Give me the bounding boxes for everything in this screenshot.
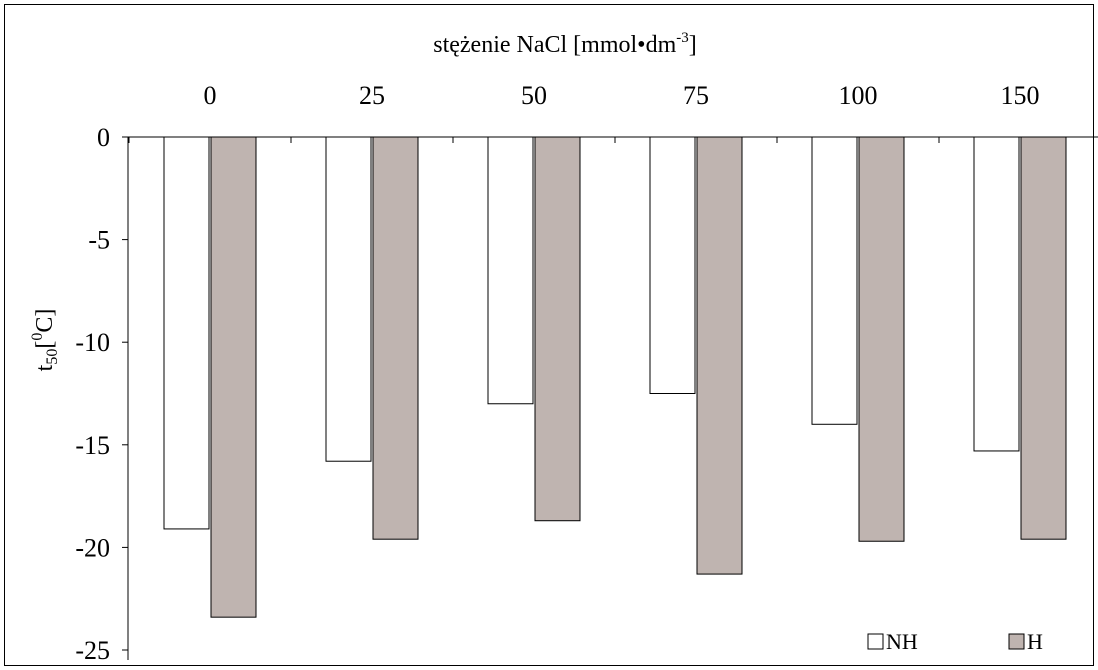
legend: NH H bbox=[867, 629, 1043, 654]
y-axis-label-sup: 0 bbox=[29, 333, 46, 341]
x-axis-label-tail: ] bbox=[689, 32, 697, 58]
legend-label-h: H bbox=[1027, 629, 1043, 654]
bar-nh bbox=[973, 136, 1020, 452]
bar-nh bbox=[649, 136, 696, 394]
x-tick-label: 0 bbox=[204, 81, 217, 110]
bar-h bbox=[696, 136, 743, 575]
bar-nh bbox=[325, 136, 372, 462]
bar-h bbox=[1020, 136, 1067, 540]
y-tick-label: -10 bbox=[75, 328, 110, 357]
x-tick-label: 100 bbox=[839, 81, 878, 110]
x-axis-label-main: stężenie NaCl [mmol•dm bbox=[433, 32, 676, 58]
y-axis-label-unit: C] bbox=[32, 309, 58, 333]
legend-swatch-h bbox=[1008, 633, 1025, 650]
x-tick-label: 75 bbox=[683, 81, 709, 110]
legend-swatch-nh bbox=[867, 633, 884, 650]
bar-nh bbox=[163, 136, 210, 530]
x-tick-label: 50 bbox=[521, 81, 547, 110]
y-axis-label: t50[0C] bbox=[29, 309, 61, 372]
y-tick-label: -20 bbox=[75, 533, 110, 562]
legend-label-nh: NH bbox=[886, 629, 918, 654]
bar-h bbox=[534, 136, 581, 522]
y-tick-label: -5 bbox=[88, 226, 110, 255]
y-axis-label-sub: 50 bbox=[44, 349, 61, 365]
y-axis-label-bracket: [ bbox=[32, 341, 58, 349]
bar-h bbox=[858, 136, 905, 542]
bar-h bbox=[372, 136, 419, 540]
x-axis-label: stężenie NaCl [mmol•dm-3] bbox=[433, 30, 697, 58]
bar-nh bbox=[811, 136, 858, 425]
x-tick-label: 25 bbox=[359, 81, 385, 110]
bar-h bbox=[210, 136, 257, 618]
plot-area: 0 -5 -10 -15 -20 -25 0 25 50 75 100 150 bbox=[75, 81, 1098, 665]
x-axis-label-sup: -3 bbox=[676, 30, 689, 46]
y-tick-label: -15 bbox=[75, 431, 110, 460]
y-tick-label: -25 bbox=[75, 636, 110, 665]
y-axis-label-main: t bbox=[32, 364, 58, 371]
y-tick-label: 0 bbox=[97, 123, 110, 152]
x-tick-label: 150 bbox=[1001, 81, 1040, 110]
bar-nh bbox=[487, 136, 534, 405]
